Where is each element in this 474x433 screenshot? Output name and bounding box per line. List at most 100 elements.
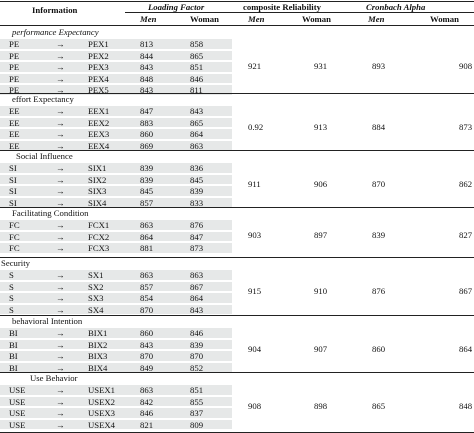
indicator-item: SX3	[88, 293, 104, 304]
group-title: behavioral Intention	[12, 316, 83, 326]
cr-woman: 897	[314, 230, 328, 241]
row-shading	[0, 281, 232, 292]
row-shading	[0, 186, 232, 196]
indicator-item: SIX3	[88, 186, 107, 197]
arrow: →	[56, 106, 65, 116]
arrow: →	[56, 419, 65, 430]
indicator-item: USEX3	[88, 408, 116, 419]
loading-woman: 833	[190, 197, 204, 208]
row-shading	[0, 293, 232, 303]
loading-men: 847	[140, 106, 154, 116]
row-shading	[0, 328, 232, 338]
indicator-item: SIX1	[88, 163, 107, 173]
header-lf-men: Men	[140, 14, 157, 24]
construct-code: BI	[9, 328, 18, 338]
ca-men: 884	[372, 122, 386, 133]
indicator-item: SIX4	[88, 197, 107, 208]
row-shading	[0, 73, 232, 84]
arrow: →	[56, 408, 65, 419]
row-shading	[0, 106, 232, 116]
loading-woman: 865	[190, 50, 204, 61]
loading-men: 813	[140, 39, 154, 49]
loading-men: 848	[140, 73, 154, 84]
group-divider	[0, 150, 474, 151]
ca-men: 876	[372, 286, 386, 297]
loading-woman: 843	[190, 304, 204, 315]
loading-woman: 852	[190, 362, 204, 373]
ca-men: 865	[372, 401, 386, 412]
arrow: →	[56, 231, 65, 242]
row-shading	[0, 339, 232, 350]
group-title: performance Expectancy	[12, 27, 99, 37]
arrow: →	[56, 174, 65, 185]
construct-code: S	[9, 304, 14, 315]
arrow: →	[56, 293, 65, 304]
row-shading	[0, 220, 232, 230]
group-title: Facilitating Condition	[12, 208, 89, 218]
header-information: Information	[32, 5, 78, 15]
loading-woman: 845	[190, 174, 204, 185]
construct-code: SI	[9, 186, 17, 197]
arrow: →	[56, 117, 65, 128]
construct-code: S	[9, 281, 14, 292]
cr-woman: 906	[314, 179, 328, 190]
loading-woman: 858	[190, 39, 204, 49]
construct-code: PE	[9, 39, 20, 49]
loading-men: 843	[140, 339, 154, 350]
construct-code: FC	[9, 220, 20, 230]
loading-woman: 863	[190, 140, 204, 151]
row-shading	[0, 62, 232, 72]
header-bottom-rule	[0, 25, 474, 26]
construct-code: EE	[9, 129, 20, 140]
group-divider	[0, 315, 474, 316]
indicator-item: BIX4	[88, 362, 108, 373]
cr-woman: 910	[314, 286, 328, 297]
ca-woman: 827	[459, 230, 473, 241]
row-shading	[0, 129, 232, 139]
loading-men: 843	[140, 85, 154, 96]
indicator-item: FCX3	[88, 243, 110, 254]
cr-men: 0.92	[248, 122, 264, 133]
loading-woman: 864	[190, 129, 204, 140]
row-shading	[0, 39, 232, 49]
indicator-item: FCX2	[88, 231, 110, 242]
loading-men: 863	[140, 270, 154, 280]
arrow: →	[56, 62, 65, 73]
row-shading	[0, 419, 232, 430]
ca-woman: 873	[459, 122, 473, 133]
header-mid-rule	[125, 12, 474, 13]
indicator-item: SX1	[88, 270, 104, 280]
arrow: →	[56, 186, 65, 197]
cr-men: 903	[248, 230, 262, 241]
header-cr-woman: Woman	[302, 14, 331, 24]
construct-code: BI	[9, 362, 18, 373]
loading-men: 821	[140, 419, 154, 430]
header-lf-woman: Woman	[190, 14, 219, 24]
loading-woman: 839	[190, 339, 204, 350]
loading-men: 849	[140, 362, 154, 373]
loading-men: 854	[140, 293, 154, 304]
loading-woman: 846	[190, 73, 204, 84]
loading-men: 881	[140, 243, 154, 254]
construct-code: PE	[9, 62, 20, 73]
header-cronbach-alpha: Cronbach Alpha	[366, 2, 426, 12]
indicator-item: PEX1	[88, 39, 109, 49]
cr-men: 921	[248, 61, 262, 71]
row-shading	[0, 396, 232, 407]
loading-men: 869	[140, 140, 154, 151]
arrow: →	[56, 281, 65, 292]
cr-men: 911	[248, 179, 261, 190]
row-shading	[0, 408, 232, 418]
row-shading	[0, 197, 232, 208]
loading-woman: 843	[190, 106, 204, 116]
loading-men: 843	[140, 62, 154, 73]
arrow: →	[56, 85, 65, 96]
loading-woman: 865	[190, 117, 204, 128]
construct-code: S	[9, 270, 14, 280]
construct-code: SI	[9, 197, 17, 208]
loading-men: 863	[140, 385, 154, 395]
construct-code: EE	[9, 106, 20, 116]
construct-code: BI	[9, 351, 18, 362]
cr-woman: 898	[314, 401, 328, 412]
